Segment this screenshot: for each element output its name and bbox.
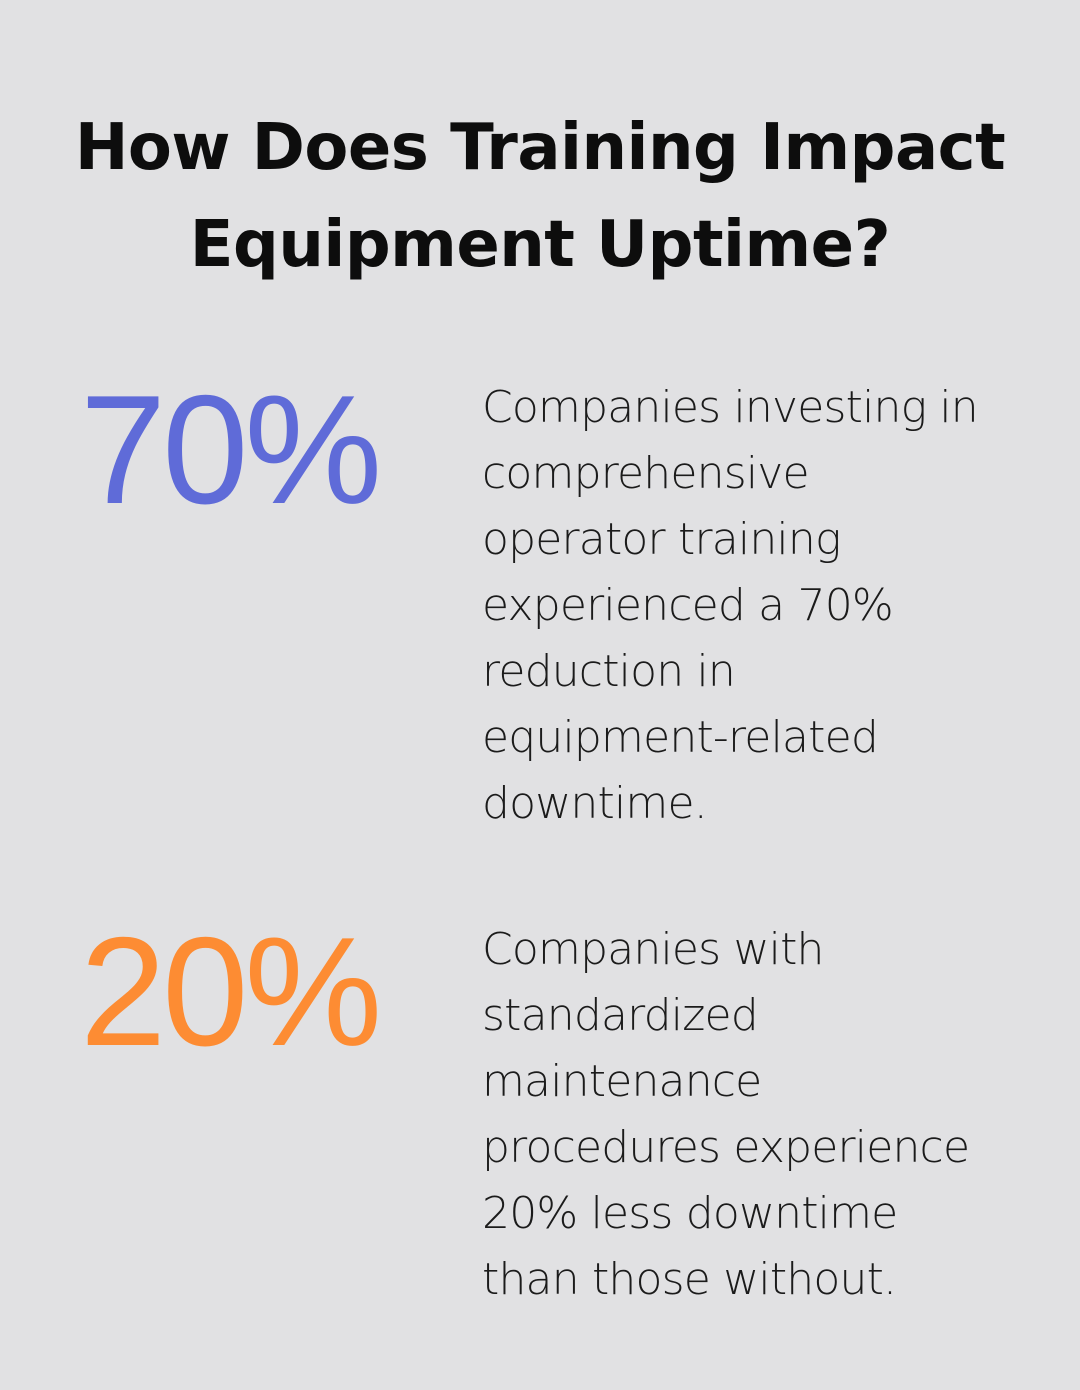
stat-description-line: equipment-related: [482, 712, 879, 763]
stat-description-line: maintenance: [482, 1056, 762, 1107]
stat-description-line: 20% less downtime: [482, 1188, 898, 1239]
stat-description-line: operator training: [482, 514, 841, 565]
stat-description-70-percent: Companies investing in comprehensive ope…: [482, 375, 1012, 837]
stat-description-20-percent: Companies with standardized maintenance …: [482, 917, 1012, 1313]
stat-description-line: Companies investing in: [482, 382, 979, 433]
stat-description-line: comprehensive: [482, 448, 810, 499]
stat-description-line: procedures experience: [482, 1122, 970, 1173]
stat-description-line: reduction in: [482, 646, 736, 697]
page-title: How Does Training Impact Equipment Uptim…: [40, 100, 1040, 294]
page-title-line-1: How Does Training Impact: [74, 111, 1006, 185]
stat-value-20-percent: 20%: [80, 905, 382, 1078]
stat-description-line: Companies with: [482, 924, 824, 975]
stat-description-line: experienced a 70%: [482, 580, 894, 631]
stat-value-70-percent: 70%: [80, 363, 382, 536]
stat-description-line: than those without.: [482, 1254, 897, 1305]
stat-description-line: standardized: [482, 990, 759, 1041]
page-title-line-2: Equipment Uptime?: [189, 208, 891, 282]
stat-description-line: downtime.: [482, 778, 708, 829]
